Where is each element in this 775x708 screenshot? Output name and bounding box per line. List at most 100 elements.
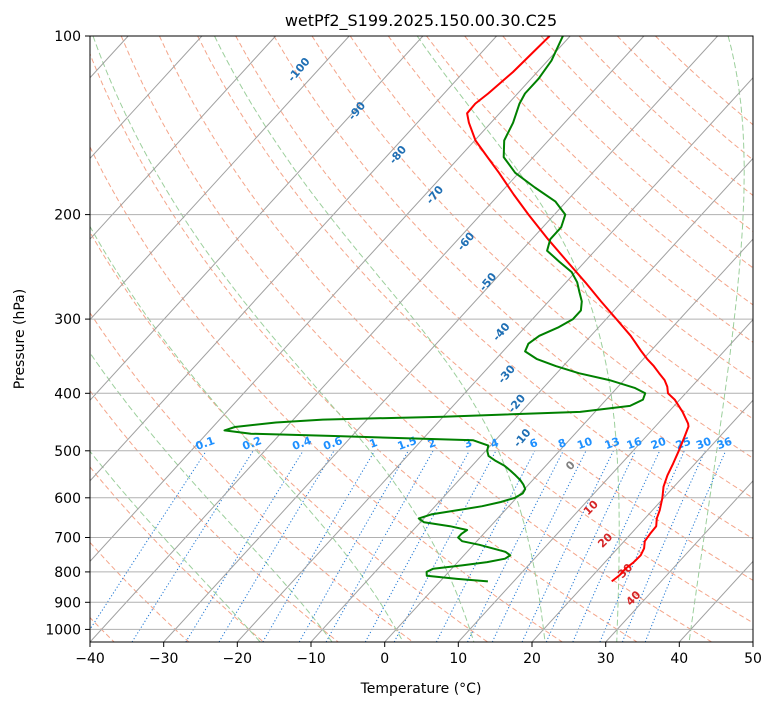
isotherm-line bbox=[90, 36, 276, 240]
isotherm-line bbox=[163, 36, 718, 642]
y-axis-label: Pressure (hPa) bbox=[12, 289, 28, 389]
isotherm-line bbox=[90, 36, 571, 563]
mixing-ratio-line bbox=[572, 450, 661, 642]
dry-adiabat-label: -40 bbox=[490, 320, 513, 344]
mixing-ratio-line bbox=[491, 450, 587, 642]
moist-adiabat-line bbox=[90, 352, 333, 642]
mixing-ratio-label: 2 bbox=[426, 436, 438, 451]
dry-adiabat-line bbox=[90, 52, 638, 642]
dry-adiabat-line bbox=[387, 36, 753, 381]
isotherm-line bbox=[90, 36, 424, 401]
x-tick-label: 10 bbox=[449, 651, 467, 667]
mixing-ratio-line bbox=[393, 450, 497, 642]
dry-adiabat-line bbox=[616, 36, 753, 161]
profile-series bbox=[223, 36, 690, 583]
dry-adiabat-line bbox=[464, 36, 753, 306]
mixing-ratio-label: 1.5 bbox=[396, 434, 419, 453]
dry-adiabat-line bbox=[120, 36, 712, 642]
dry-adiabat-line bbox=[90, 541, 190, 642]
dry-adiabat-label: -30 bbox=[495, 362, 518, 386]
dry-adiabat-label: -90 bbox=[346, 99, 369, 123]
reference-line-labels: 0.1 0.2 0.4 0.6 1 1.5 2 3 4 6 8 10 13 16 20 25 30 36-100-… bbox=[194, 55, 735, 609]
x-axis-label: Temperature (°C) bbox=[360, 681, 482, 697]
dry-adiabat-line bbox=[349, 36, 753, 420]
reference-lines bbox=[90, 36, 753, 642]
mixing-ratio-label: 3 bbox=[462, 436, 474, 451]
x-tick-label: −10 bbox=[296, 651, 326, 667]
mixing-ratio-line bbox=[298, 450, 409, 642]
dry-adiabat-line bbox=[90, 145, 563, 642]
y-tick-label: 400 bbox=[54, 386, 81, 402]
mixing-ratio-label: 36 bbox=[715, 435, 734, 453]
mixing-ratio-line bbox=[218, 450, 335, 642]
mixing-ratio-label: 1 bbox=[368, 436, 380, 451]
y-tick-label: 300 bbox=[54, 312, 81, 328]
mixing-ratio-label: 30 bbox=[694, 435, 713, 453]
isotherm-line bbox=[90, 36, 497, 482]
isotherm-line bbox=[236, 77, 753, 642]
y-tick-label: 600 bbox=[54, 491, 81, 507]
dry-adiabat-line bbox=[273, 36, 753, 499]
dry-adiabat-line bbox=[90, 312, 414, 642]
isotherm-line bbox=[90, 36, 350, 321]
mixing-ratio-label: 0.1 bbox=[194, 434, 217, 453]
x-tick-label: 40 bbox=[670, 651, 688, 667]
dry-adiabat-line bbox=[655, 36, 753, 126]
x-tick-label: −20 bbox=[223, 651, 253, 667]
dewpoint-profile-line bbox=[223, 36, 647, 583]
y-tick-label: 900 bbox=[54, 595, 81, 611]
mixing-ratio-line bbox=[599, 450, 685, 642]
y-tick-label: 200 bbox=[54, 208, 81, 224]
mixing-ratio-line bbox=[185, 450, 304, 642]
isotherm-line bbox=[752, 641, 753, 642]
y-tick-label: 1000 bbox=[45, 622, 81, 638]
isotherm-line bbox=[310, 157, 753, 642]
dry-adiabat-label: -70 bbox=[423, 183, 446, 207]
moist-adiabat-label: 10 bbox=[581, 498, 601, 518]
x-axis: −40 −30 −20 −10 0 10 20 30 40 50 bbox=[75, 642, 762, 667]
mixing-ratio-line bbox=[364, 450, 470, 642]
dry-adiabat-line bbox=[426, 36, 753, 343]
x-tick-label: 50 bbox=[744, 651, 762, 667]
mixing-ratio-line bbox=[325, 450, 434, 642]
x-tick-label: 30 bbox=[597, 651, 615, 667]
mixing-ratio-label: 25 bbox=[674, 435, 693, 452]
chart-title: wetPf2_S199.2025.150.00.30.C25 bbox=[285, 11, 557, 31]
dry-adiabat-line bbox=[90, 466, 264, 642]
isotherm-line bbox=[384, 238, 753, 642]
isotherm-line bbox=[678, 560, 753, 642]
moist-adiabat-line bbox=[90, 450, 261, 642]
moist-adiabat-line bbox=[214, 36, 546, 642]
mixing-ratio-label: 0.2 bbox=[241, 434, 264, 453]
mixing-ratio-label: 4 bbox=[489, 436, 501, 451]
y-tick-label: 800 bbox=[54, 565, 81, 581]
temperature-profile-line bbox=[466, 36, 690, 583]
moist-adiabat-line bbox=[688, 36, 745, 642]
y-tick-label: 100 bbox=[54, 29, 81, 45]
isotherm-line bbox=[90, 36, 645, 642]
mixing-ratio-label: 13 bbox=[603, 435, 622, 452]
isotherm-line bbox=[90, 36, 203, 160]
moist-adiabat-label: 40 bbox=[623, 588, 643, 608]
y-tick-label: 500 bbox=[54, 444, 81, 460]
mixing-ratio-label: 0.4 bbox=[291, 434, 314, 453]
isotherm-line bbox=[605, 480, 753, 642]
x-tick-label: −40 bbox=[75, 651, 105, 667]
mixing-ratio-line bbox=[131, 450, 254, 642]
mixing-ratio-line bbox=[644, 450, 727, 642]
x-tick-label: 0 bbox=[380, 651, 389, 667]
isotherm-line bbox=[531, 399, 753, 642]
y-axis: 100 200 300 400 500 600 700 800 900 1000 bbox=[45, 29, 90, 638]
mixing-ratio-label: 0.6 bbox=[321, 434, 344, 453]
dry-adiabat-line bbox=[197, 36, 753, 581]
dry-adiabat-line bbox=[311, 36, 753, 459]
y-tick-label: 700 bbox=[54, 531, 81, 547]
dry-adiabat-line bbox=[90, 389, 339, 642]
mixing-ratio-line bbox=[545, 450, 636, 642]
mixing-ratio-label: 8 bbox=[556, 436, 568, 451]
mixing-ratio-label: 20 bbox=[649, 435, 668, 453]
mixing-ratio-line bbox=[262, 450, 376, 642]
dry-adiabat-label: -20 bbox=[505, 392, 528, 416]
dry-adiabat-line bbox=[158, 36, 753, 624]
